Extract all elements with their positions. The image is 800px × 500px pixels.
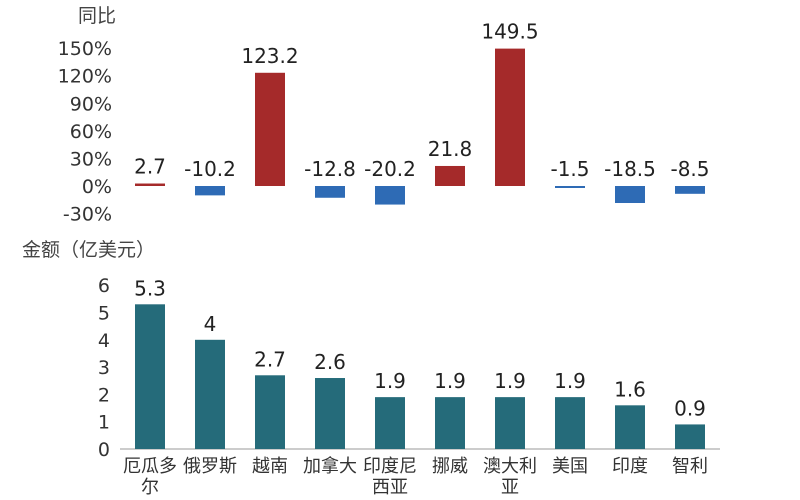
yoy-bar [195,186,225,196]
amount-axis-title: 金额（亿美元） [22,239,155,261]
amount-bar [615,405,645,449]
yoy-data-label: 2.7 [134,155,166,179]
yoy-bar [255,72,285,186]
yoy-data-label: -8.5 [670,157,709,181]
category-label: 澳大利 [483,456,537,477]
amount-tick-label: 0 [98,439,110,461]
yoy-bar [435,165,465,186]
yoy-data-label: -18.5 [604,157,656,181]
yoy-data-label: 21.8 [428,137,473,161]
yoy-tick-label: 120% [58,66,112,88]
category-label: 印度 [612,456,648,477]
category-label: 西亚 [372,477,408,498]
amount-data-label: 2.7 [254,347,286,371]
category-label: 亚 [501,477,519,498]
yoy-data-label: -12.8 [304,157,356,181]
amount-tick-label: 4 [98,330,110,352]
amount-data-label: 2.6 [314,350,346,374]
yoy-bar [135,183,165,186]
yoy-tick-label: 0% [82,176,112,198]
category-label: 加拿大 [303,455,357,477]
yoy-data-label: -1.5 [550,157,589,181]
yoy-tick-label: 90% [70,93,112,115]
yoy-data-label: -10.2 [184,157,236,181]
category-label: 厄瓜多 [123,456,177,477]
yoy-tick-label: 30% [70,148,112,170]
category-label: 美国 [552,456,588,477]
amount-bar [135,304,165,449]
yoy-bar [615,186,645,204]
yoy-data-label: 149.5 [481,20,538,44]
yoy-tick-label: 60% [70,121,112,143]
yoy-bar [555,186,585,188]
amount-data-label: 5.3 [134,276,166,300]
amount-data-label: 4 [204,312,217,336]
amount-tick-label: 6 [98,275,110,297]
category-label: 尔 [141,477,159,498]
amount-bar [255,375,285,449]
yoy-data-label: -20.2 [364,157,416,181]
yoy-bar [495,48,525,187]
yoy-tick-label: -30% [63,204,112,226]
amount-bar [315,378,345,449]
amount-tick-label: 2 [98,384,110,406]
amount-tick-label: 1 [98,412,110,434]
yoy-bar [675,186,705,194]
amount-bar [375,397,405,449]
amount-data-label: 0.9 [674,396,706,420]
amount-chart: 金额（亿美元） 6 5 4 3 2 1 0 5.3 4 2.7 2.6 1.9 1.9 1.9 1.9 1.6… [22,239,720,498]
amount-bar [555,397,585,449]
category-label: 挪威 [432,456,468,477]
category-label: 印度尼 [363,456,417,477]
amount-data-label: 1.9 [554,369,586,393]
category-label: 智利 [672,456,708,477]
amount-tick-label: 5 [98,303,110,325]
amount-bar [195,339,225,449]
amount-bar [435,397,465,449]
category-label: 俄罗斯 [183,456,237,477]
yoy-tick-label: 150% [58,38,112,60]
amount-data-label: 1.9 [434,369,466,393]
yoy-data-label: 123.2 [241,44,298,68]
amount-bar [675,424,705,449]
amount-data-label: 1.9 [374,369,406,393]
amount-data-label: 1.6 [614,377,646,401]
yoy-growth-chart: 同比 150% 120% 90% 60% 30% 0% -30% 2.7 -10.2 123.2 -… [58,5,710,226]
amount-bar [495,397,525,449]
yoy-bar [375,186,405,205]
yoy-bar [315,186,345,198]
amount-tick-label: 3 [98,357,110,379]
amount-data-label: 1.9 [494,369,526,393]
yoy-axis-title: 同比 [78,5,116,27]
category-label: 越南 [252,456,288,477]
